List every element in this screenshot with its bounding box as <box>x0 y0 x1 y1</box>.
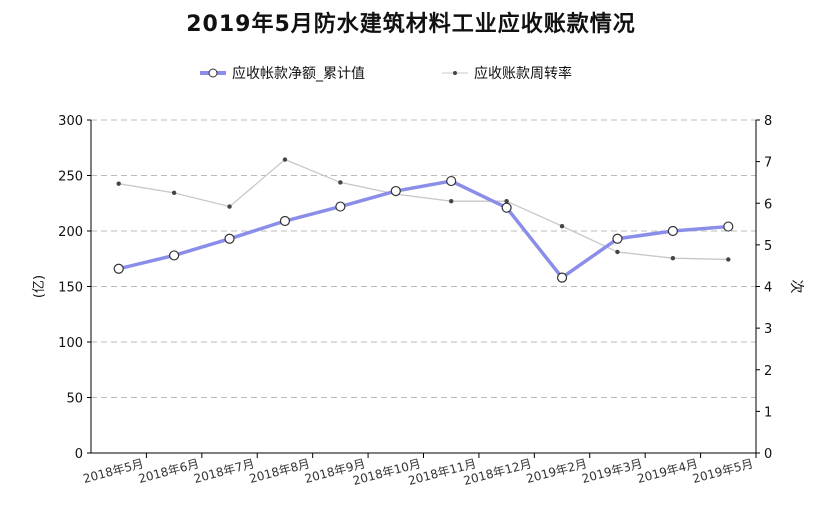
legend-line-marker-icon <box>200 68 226 78</box>
x-tick-label: 2019年4月 <box>636 456 700 486</box>
legend-dot-marker-icon <box>442 71 468 75</box>
legend-label-receivables: 应收帐款净额_累计值 <box>232 66 365 82</box>
data-point-receivables <box>279 215 291 227</box>
data-point-turnover <box>615 249 620 255</box>
data-point-receivables <box>501 202 512 213</box>
x-tick-label: 2019年3月 <box>580 456 644 486</box>
y-tick-label-left: 50 <box>66 392 83 407</box>
x-tick-label: 2018年8月 <box>248 456 312 486</box>
data-point-receivables <box>113 263 124 274</box>
data-point-turnover <box>282 157 288 162</box>
y-tick-label-left: 100 <box>58 336 83 351</box>
y-tick-label-left: 300 <box>58 114 83 129</box>
data-point-turnover <box>504 198 509 204</box>
y-axis-title-left: (亿) <box>32 275 47 298</box>
y-tick-label-right: 7 <box>764 156 772 171</box>
legend-label-turnover: 应收账款周转率 <box>474 66 572 82</box>
y-tick-label-left: 150 <box>58 281 83 296</box>
y-tick-label-left: 250 <box>58 170 83 185</box>
y-tick-label-right: 8 <box>764 114 772 129</box>
x-tick-label: 2019年5月 <box>691 456 755 486</box>
y-tick-label-right: 0 <box>764 447 772 462</box>
data-point-receivables <box>446 175 457 187</box>
data-point-receivables <box>390 185 401 197</box>
y-tick-label-right: 3 <box>764 322 772 337</box>
y-axis-title-right: 次 <box>788 280 804 294</box>
data-point-turnover <box>449 198 454 204</box>
y-tick-label-right: 4 <box>764 281 772 296</box>
data-point-receivables <box>335 201 346 212</box>
data-point-receivables <box>723 221 734 232</box>
y-tick-label-right: 6 <box>764 197 772 212</box>
data-point-turnover <box>227 204 232 209</box>
y-tick-label-left: 200 <box>58 225 83 240</box>
data-point-turnover <box>726 257 731 262</box>
legend: 应收帐款净额_累计值 应收账款周转率 <box>0 61 822 85</box>
x-tick-label: 2018年7月 <box>192 456 256 486</box>
x-tick-label: 2018年6月 <box>137 456 201 486</box>
y-tick-label-right: 5 <box>764 239 772 254</box>
data-point-receivables <box>667 225 678 237</box>
legend-item-turnover[interactable]: 应收账款周转率 <box>442 61 572 85</box>
y-tick-label-left: 0 <box>75 447 83 462</box>
x-tick-label: 2019年2月 <box>525 456 589 486</box>
x-tick-label: 2018年5月 <box>82 456 146 486</box>
data-point-turnover <box>559 223 565 229</box>
y-tick-label-right: 1 <box>764 405 772 420</box>
legend-item-receivables[interactable]: 应收帐款净额_累计值 <box>200 61 365 85</box>
series-line-turnover <box>118 158 729 261</box>
chart-title: 2019年5月防水建筑材料工业应收账款情况 <box>186 12 636 37</box>
data-point-turnover <box>171 190 177 196</box>
data-point-turnover <box>670 255 676 261</box>
data-point-turnover <box>116 181 121 186</box>
data-point-receivables <box>556 272 568 283</box>
series-line-receivables <box>118 179 729 280</box>
data-point-receivables <box>224 233 235 244</box>
data-point-receivables <box>169 250 180 261</box>
data-point-turnover <box>338 180 343 185</box>
data-point-receivables <box>612 233 623 244</box>
y-tick-label-right: 2 <box>764 364 772 379</box>
